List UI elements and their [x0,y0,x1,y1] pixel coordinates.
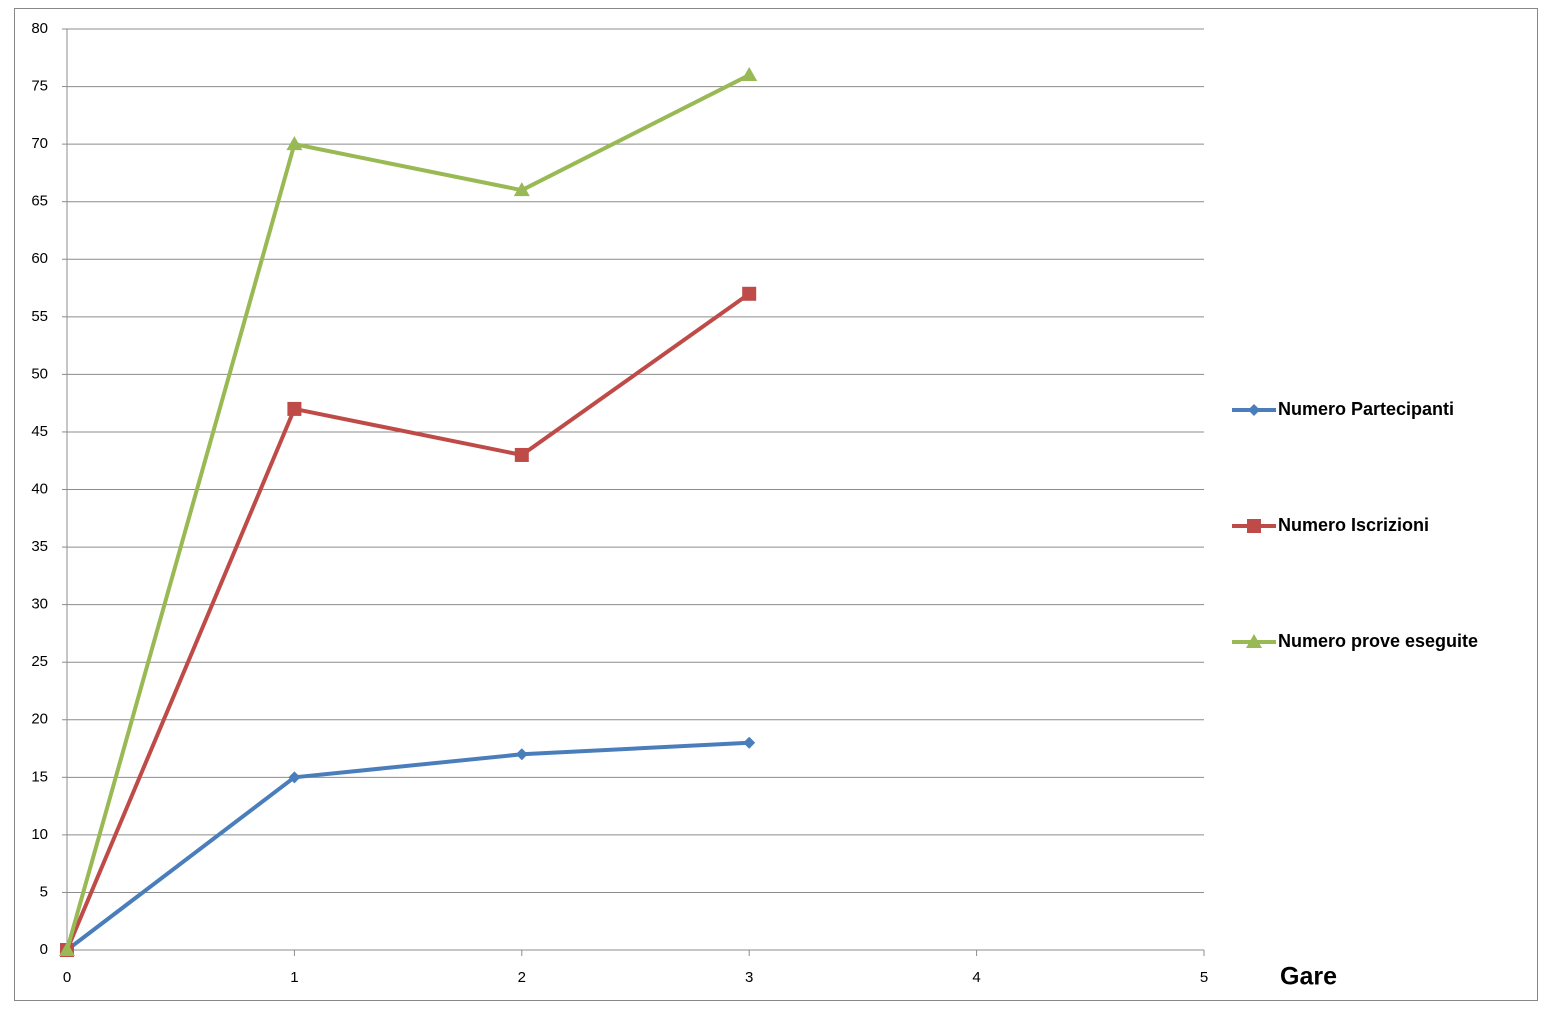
x-tick-label: 3 [745,969,753,986]
data-point [287,401,302,416]
y-tick-label: 55 [31,308,48,325]
x-tick-label: 4 [972,969,980,986]
legend-marker [1247,519,1261,533]
legend-label: Numero prove eseguite [1278,631,1478,651]
legend-label: Numero Partecipanti [1278,399,1454,419]
x-tick-label: 2 [518,969,526,986]
data-point [286,136,303,151]
chart-border [14,8,1538,1001]
y-tick-label: 40 [31,480,48,497]
data-point [743,736,756,749]
y-tick-label: 20 [31,711,48,728]
y-tick-label: 5 [40,883,48,900]
y-tick-label: 30 [31,596,48,613]
y-tick-label: 60 [31,250,48,267]
y-tick-label: 35 [31,538,48,555]
y-tick-label: 25 [31,653,48,670]
y-tick-label: 0 [40,941,48,958]
x-axis-title: Gare [1280,963,1337,991]
y-tick-label: 50 [31,365,48,382]
data-point [514,447,529,462]
series-line [65,73,751,951]
y-tick-label: 45 [31,423,48,440]
y-tick-label: 70 [31,135,48,152]
legend-marker [1246,634,1262,648]
data-point [288,771,301,784]
y-tick-label: 65 [31,193,48,210]
y-tick-label: 15 [31,768,48,785]
y-tick-label: 10 [31,826,48,843]
x-tick-label: 5 [1200,969,1208,986]
data-point [741,67,758,82]
legend-marker [1248,404,1260,416]
series-line [65,740,750,952]
data-point [742,286,757,301]
data-point [59,942,75,956]
x-tick-label: 0 [63,969,71,986]
data-point [513,182,530,197]
x-tick-label: 1 [290,969,298,986]
legend-label: Numero Iscrizioni [1278,515,1429,535]
y-tick-label: 75 [31,78,48,95]
series-line [65,292,751,951]
data-point [515,748,528,761]
y-tick-label: 80 [31,20,48,37]
